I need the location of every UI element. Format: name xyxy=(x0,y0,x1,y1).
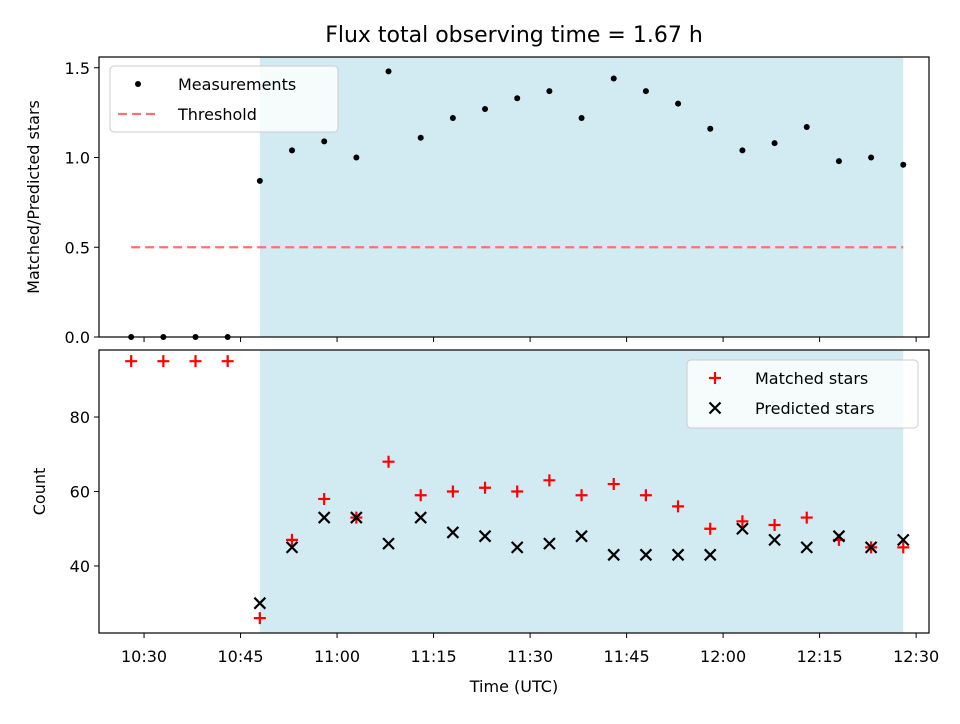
predicted-star-point xyxy=(639,548,653,562)
matched-star-point xyxy=(157,355,170,368)
y-axis-label: Count xyxy=(30,468,49,516)
measurement-point xyxy=(835,158,842,165)
legend-x-marker xyxy=(708,401,722,415)
y-tick-label: 1.5 xyxy=(65,59,90,78)
measurement-point xyxy=(289,147,296,154)
measurement-point xyxy=(610,75,617,82)
legend-label: Matched stars xyxy=(755,369,868,388)
measurement-point xyxy=(514,95,521,102)
x-tick-label: 11:45 xyxy=(604,647,650,666)
measurement-point xyxy=(385,68,392,75)
predicted-star-point xyxy=(768,533,781,547)
matched-star-point xyxy=(286,533,299,546)
matched-star-point xyxy=(511,485,524,498)
matched-star-point xyxy=(704,522,717,535)
matched-star-point xyxy=(768,519,781,532)
measurement-point xyxy=(739,147,746,154)
x-tick-label: 11:00 xyxy=(314,647,360,666)
x-tick-label: 11:15 xyxy=(411,647,457,666)
y-tick-label: 0.0 xyxy=(65,328,90,347)
matched-star-point xyxy=(639,489,652,502)
predicted-star-point xyxy=(800,541,814,554)
predicted-star-point xyxy=(896,533,910,547)
matched-star-point xyxy=(607,478,620,491)
measurement-point xyxy=(546,88,553,95)
y-tick-label: 1.0 xyxy=(65,149,90,168)
predicted-star-point xyxy=(446,526,460,539)
y-tick-label: 40 xyxy=(70,557,90,576)
x-tick-label: 12:00 xyxy=(700,647,746,666)
axes-frame xyxy=(98,349,930,634)
matched-star-point xyxy=(575,489,588,502)
matched-star-point xyxy=(446,485,459,498)
bottom-panel: 40 60 80 10:30 10:45 11:00 11:15 11:30 11:45 12:0… xyxy=(30,349,939,696)
legend-dot-marker xyxy=(135,81,141,87)
matched-star-point xyxy=(189,355,202,368)
x-tick-label: 10:45 xyxy=(217,647,263,666)
y-axis-label: Matched/Predicted stars xyxy=(24,100,43,294)
legend-box xyxy=(109,65,339,133)
chart-title: Flux total observing time = 1.67 h xyxy=(325,23,703,48)
x-axis-label: Time (UTC) xyxy=(469,677,558,696)
matched-star-point xyxy=(800,511,813,524)
legend-label: Predicted stars xyxy=(755,399,875,418)
legend-plus-marker xyxy=(709,372,721,384)
legend-label: Threshold xyxy=(177,105,257,124)
matched-star-point xyxy=(672,500,685,513)
y-tick-label: 80 xyxy=(70,408,90,427)
x-tick-label: 11:30 xyxy=(507,647,553,666)
matched-star-point xyxy=(221,355,234,368)
predicted-star-point xyxy=(736,522,749,536)
measurement-point xyxy=(868,154,875,161)
predicted-star-point xyxy=(382,537,395,550)
predicted-star-point xyxy=(671,548,685,562)
matched-star-point xyxy=(253,612,266,625)
measurement-point xyxy=(353,154,360,161)
measurement-point xyxy=(417,134,424,141)
matched-star-point xyxy=(479,481,492,494)
measurement-point xyxy=(449,115,456,122)
matched-star-point xyxy=(318,492,331,505)
y-tick-label: 0.5 xyxy=(65,238,90,257)
measurement-point xyxy=(578,115,585,122)
top-panel: 0.0 0.5 1.0 1.5 Matched/Predicted stars Measu… xyxy=(24,56,930,347)
measurement-point xyxy=(321,138,328,145)
legend-box xyxy=(686,359,919,429)
matched-star-point xyxy=(543,474,556,487)
predicted-star-point xyxy=(285,541,299,554)
predicted-star-point xyxy=(575,529,588,543)
matched-star-point xyxy=(897,541,910,554)
measurement-point xyxy=(675,100,682,107)
predicted-star-point xyxy=(864,541,878,554)
measurement-point xyxy=(256,177,263,184)
predicted-star-point xyxy=(350,511,363,524)
predicted-star-point xyxy=(478,529,492,543)
predicted-star-point xyxy=(510,541,524,554)
predicted-star-point xyxy=(543,537,556,550)
predicted-star-point xyxy=(832,529,846,543)
axes-frame xyxy=(98,56,930,338)
predicted-star-point xyxy=(317,511,331,524)
matched-star-point xyxy=(414,489,427,502)
matched-star-point xyxy=(125,355,138,368)
observing-span-shade xyxy=(259,57,904,337)
measurement-point xyxy=(482,106,489,113)
predicted-star-point xyxy=(607,548,621,562)
y-tick-label: 60 xyxy=(70,483,90,502)
x-tick-label: 12:15 xyxy=(797,647,843,666)
x-tick-label: 12:30 xyxy=(893,647,939,666)
predicted-star-point xyxy=(253,596,267,610)
measurement-point xyxy=(707,125,714,132)
predicted-star-point xyxy=(703,548,717,562)
predicted-star-point xyxy=(414,511,427,524)
measurement-point xyxy=(803,124,810,130)
matched-star-point xyxy=(382,455,395,468)
measurement-point xyxy=(900,161,907,168)
matched-star-point xyxy=(736,515,749,528)
measurement-point xyxy=(771,140,778,147)
x-tick-label: 10:30 xyxy=(121,647,167,666)
measurement-point xyxy=(642,88,649,95)
legend-label: Measurements xyxy=(178,75,296,94)
